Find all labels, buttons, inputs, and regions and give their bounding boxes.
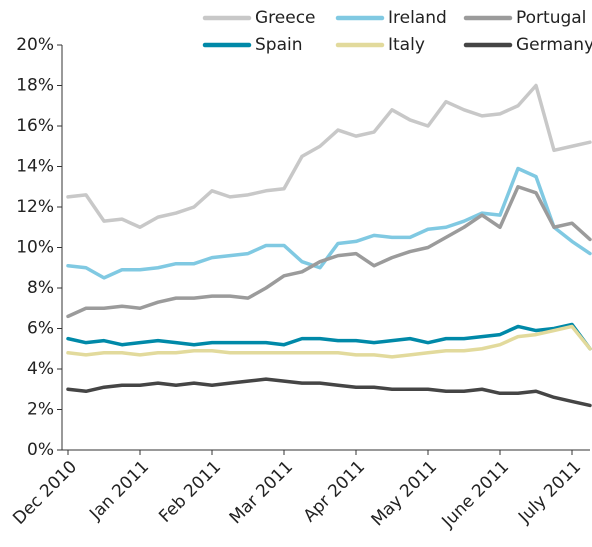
line-series — [66, 166, 592, 280]
legend-label: Ireland — [388, 8, 447, 28]
x-tick-label: Jan 2011 — [85, 457, 153, 525]
y-tick-label: 2% — [27, 400, 54, 420]
x-tick-label: Mar 2011 — [226, 457, 297, 528]
y-tick-label: 0% — [27, 440, 54, 460]
legend-label: Portugal — [516, 8, 586, 28]
legend-label: Greece — [255, 8, 316, 28]
line-series — [66, 83, 592, 229]
y-tick-label: 4% — [27, 359, 54, 379]
y-tick-label: 18% — [16, 76, 54, 96]
y-tick-label: 8% — [27, 278, 54, 298]
line-series — [66, 377, 592, 408]
legend-label: Italy — [388, 35, 425, 55]
y-tick-label: 12% — [16, 197, 54, 217]
x-tick-label: July 2011 — [514, 457, 585, 528]
legend-label: Spain — [255, 35, 303, 55]
y-tick-label: 10% — [16, 238, 54, 258]
y-tick-label: 16% — [16, 116, 54, 136]
legend-label: Germany — [516, 35, 592, 55]
x-tick-label: Apr 2011 — [300, 457, 369, 526]
x-tick-label: Dec 2010 — [9, 457, 81, 529]
line-series — [66, 324, 592, 359]
line-series — [66, 185, 592, 319]
x-tick-label: June 2011 — [438, 457, 513, 532]
x-tick-label: May 2011 — [368, 457, 441, 530]
x-tick-label: Feb 2011 — [155, 457, 225, 527]
line-series — [66, 322, 592, 351]
y-tick-label: 14% — [16, 157, 54, 177]
y-tick-label: 6% — [27, 319, 54, 339]
y-tick-label: 20% — [16, 35, 54, 55]
